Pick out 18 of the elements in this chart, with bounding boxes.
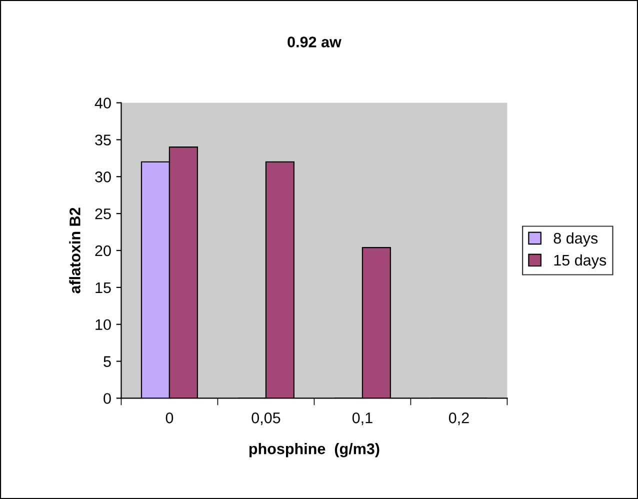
y-tick-label: 30 bbox=[95, 172, 111, 182]
y-tick-label: 35 bbox=[95, 134, 111, 146]
y-axis-title: aflatoxin B2 bbox=[69, 208, 80, 294]
x-tick-label: 0,1 bbox=[352, 412, 372, 426]
legend-label: 8 days bbox=[554, 232, 598, 247]
x-tick-label: 0,2 bbox=[448, 412, 469, 426]
legend-label: 15 days bbox=[554, 254, 606, 269]
y-tick-label: 0 bbox=[104, 393, 111, 404]
y-tick-label: 25 bbox=[95, 208, 111, 220]
x-axis-title: phosphine (g/m3) bbox=[249, 443, 380, 458]
x-tick-label: 0 bbox=[166, 412, 174, 424]
chart-title: 0.92 aw bbox=[288, 36, 342, 48]
y-tick-label: 5 bbox=[104, 356, 111, 367]
y-tick-label: 10 bbox=[96, 319, 111, 330]
y-tick-label: 20 bbox=[95, 245, 111, 256]
y-tick-label: 40 bbox=[94, 98, 111, 108]
x-tick-label: 0,05 bbox=[252, 412, 280, 426]
y-tick-label: 15 bbox=[96, 282, 111, 294]
